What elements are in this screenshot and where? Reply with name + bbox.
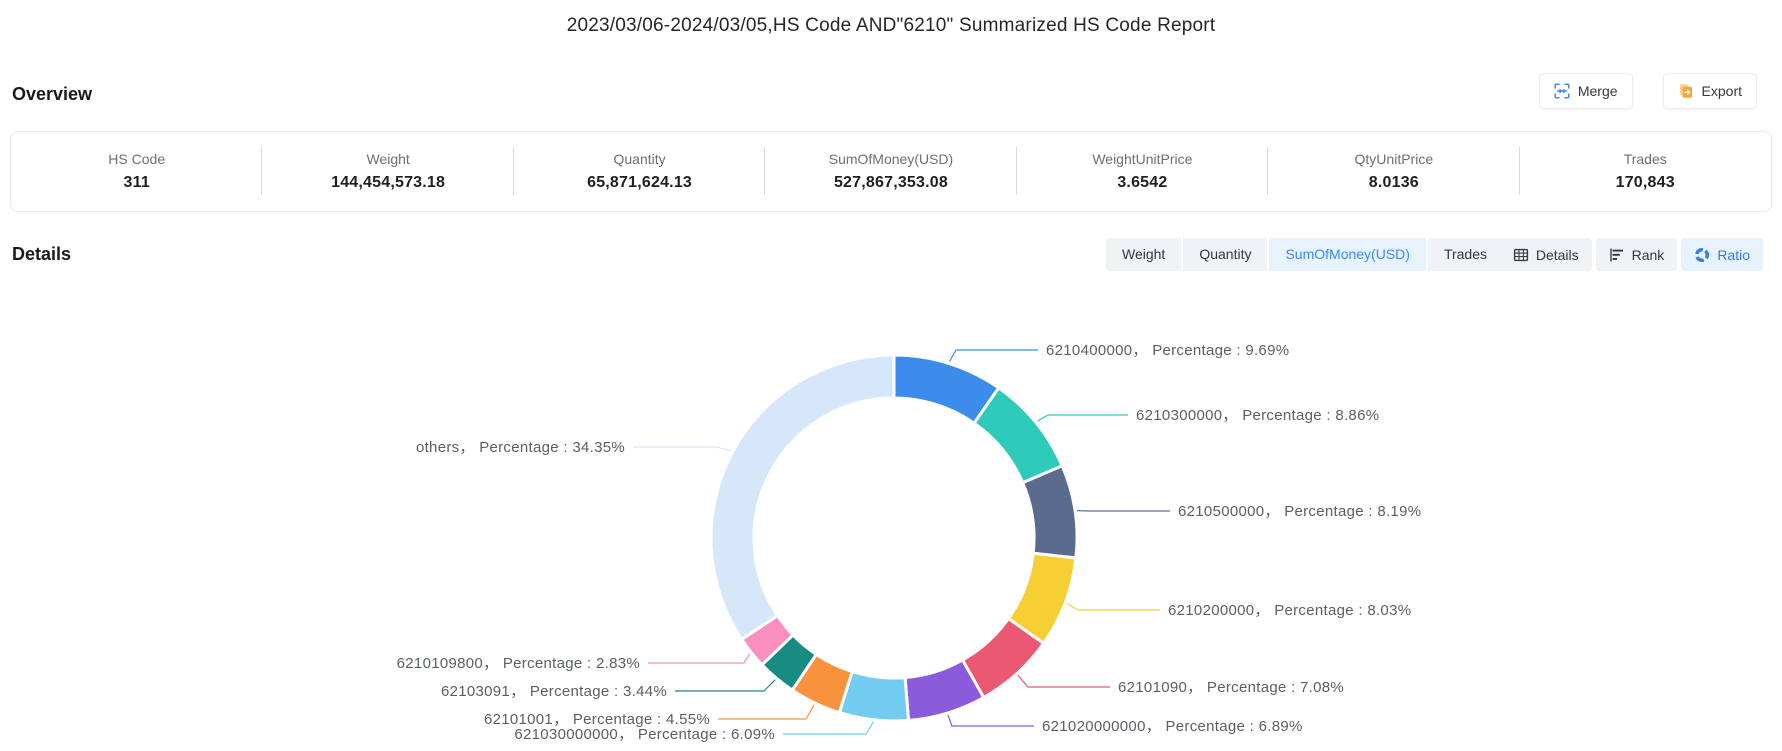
details-heading: Details xyxy=(12,244,72,264)
page-title: 2023/03/06-2024/03/05,HS Code AND"6210" … xyxy=(566,15,1216,36)
rank-icon xyxy=(1609,247,1625,263)
stat-hs-code: HS Code 311 xyxy=(11,132,263,211)
stat-label: QtyUnitPrice xyxy=(1354,151,1434,167)
tab-weight[interactable]: Weight xyxy=(1106,238,1182,271)
stat-label: Quantity xyxy=(613,151,666,167)
toolbar: Merge Export xyxy=(1538,73,1757,109)
stat-label: SumOfMoney(USD) xyxy=(828,151,954,167)
merge-button[interactable]: Merge xyxy=(1538,73,1633,109)
segment-label-62101001: 62101001， Percentage : 4.55% xyxy=(484,711,710,728)
stat-divider xyxy=(1518,147,1520,195)
stat-value: 3.6542 xyxy=(1117,174,1168,191)
view-tab-group: Details Rank Ratio xyxy=(1499,238,1763,271)
stat-value: 65,871,624.13 xyxy=(587,174,693,191)
segment-label-6210200000: 6210200000， Percentage : 8.03% xyxy=(1168,602,1411,619)
segment-label-62103091: 62103091， Percentage : 3.44% xyxy=(441,683,667,700)
leader-line-62103091 xyxy=(675,679,776,692)
metric-tab-group: Weight Quantity SumOfMoney(USD) Trades xyxy=(1106,238,1503,271)
stat-label: Trades xyxy=(1623,151,1667,167)
stat-divider xyxy=(261,147,263,195)
stat-sum-of-money: SumOfMoney(USD) 527,867,353.08 xyxy=(765,132,1017,211)
tab-sum-of-money[interactable]: SumOfMoney(USD) xyxy=(1267,238,1426,271)
leader-line-6210200000 xyxy=(1066,602,1160,611)
leader-line-6210300000 xyxy=(1037,414,1128,422)
donut-segment-others[interactable] xyxy=(709,353,896,642)
segment-label-6210109800: 6210109800， Percentage : 2.83% xyxy=(397,655,640,672)
segment-label-62101090: 62101090， Percentage : 7.08% xyxy=(1118,679,1344,696)
stat-trades: Trades 170,843 xyxy=(1520,132,1771,211)
leader-line-6210400000 xyxy=(948,349,1038,362)
export-button[interactable]: Export xyxy=(1662,73,1757,109)
stat-divider xyxy=(512,147,514,195)
ratio-donut-chart: 6210400000， Percentage : 9.69% 6210300000… xyxy=(397,342,1421,743)
stat-divider xyxy=(764,147,766,195)
segment-label-6210300000: 6210300000， Percentage : 8.86% xyxy=(1136,407,1379,424)
view-tab-label: Rank xyxy=(1631,246,1665,263)
tab-quantity[interactable]: Quantity xyxy=(1181,238,1268,271)
leader-line-62101001 xyxy=(718,704,815,720)
leader-line-62101090 xyxy=(1017,674,1110,688)
table-icon xyxy=(1513,247,1529,263)
leader-line-621020000000 xyxy=(947,714,1034,727)
leader-line-6210109800 xyxy=(648,653,751,664)
stat-label: Weight xyxy=(366,151,410,167)
view-tab-rank[interactable]: Rank xyxy=(1595,238,1678,271)
stat-value: 8.0136 xyxy=(1368,174,1419,191)
view-tab-label: Ratio xyxy=(1717,246,1750,263)
export-icon xyxy=(1678,83,1694,99)
tab-trades[interactable]: Trades xyxy=(1425,238,1503,271)
merge-icon xyxy=(1554,83,1570,99)
donut-segment-6210500000[interactable] xyxy=(1020,463,1079,560)
view-tab-label: Details xyxy=(1535,246,1579,263)
segment-label-6210500000: 6210500000， Percentage : 8.19% xyxy=(1178,503,1421,520)
export-button-label: Export xyxy=(1701,83,1742,99)
view-tab-ratio[interactable]: Ratio xyxy=(1681,238,1763,271)
segment-label-6210400000: 6210400000， Percentage : 9.69% xyxy=(1046,342,1289,359)
stat-label: WeightUnitPrice xyxy=(1092,151,1193,167)
stat-divider xyxy=(1267,147,1269,195)
merge-button-label: Merge xyxy=(1577,83,1618,99)
leader-line-others xyxy=(633,446,732,452)
stat-weight: Weight 144,454,573.18 xyxy=(262,132,514,211)
view-tab-details[interactable]: Details xyxy=(1499,238,1592,271)
stat-value: 527,867,353.08 xyxy=(833,174,948,191)
segment-label-621030000000: 621030000000， Percentage : 6.09% xyxy=(514,726,775,743)
overview-heading: Overview xyxy=(12,84,93,104)
segment-label-others: others， Percentage : 34.35% xyxy=(416,439,625,456)
stat-weight-unit-price: WeightUnitPrice 3.6542 xyxy=(1017,132,1269,211)
stat-qty-unit-price: QtyUnitPrice 8.0136 xyxy=(1268,132,1520,211)
donut-icon xyxy=(1694,247,1710,263)
stat-value: 170,843 xyxy=(1615,174,1675,191)
stat-label: HS Code xyxy=(108,151,166,167)
leader-line-621030000000 xyxy=(783,721,874,735)
stat-value: 311 xyxy=(123,174,150,191)
stat-divider xyxy=(1015,147,1017,195)
segment-label-621020000000: 621020000000， Percentage : 6.89% xyxy=(1042,718,1303,735)
stat-value: 144,454,573.18 xyxy=(331,174,446,191)
overview-stats-card: HS Code 311 Weight 144,454,573.18 Quanti… xyxy=(10,131,1772,212)
stat-quantity: Quantity 65,871,624.13 xyxy=(514,132,766,211)
donut-segment-6210300000[interactable] xyxy=(972,385,1065,485)
